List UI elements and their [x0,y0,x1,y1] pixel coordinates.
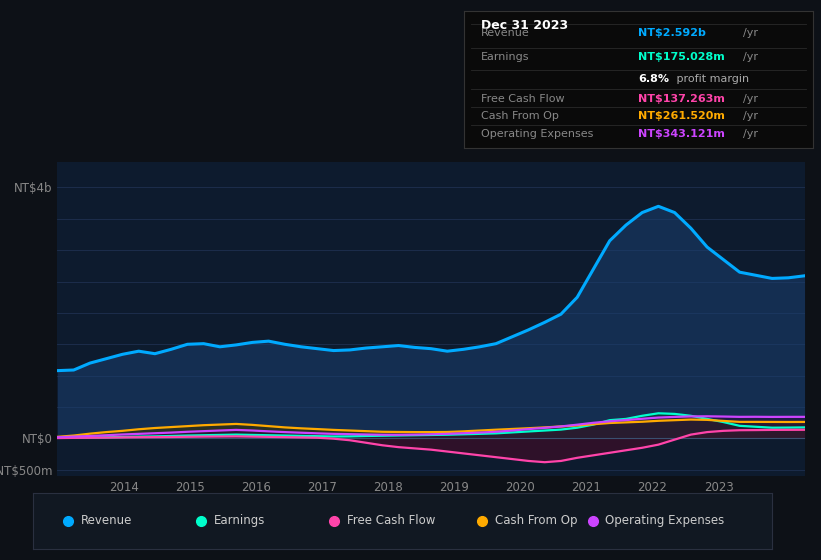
Text: Earnings: Earnings [213,514,265,528]
Text: NT$2.592b: NT$2.592b [639,27,706,38]
Text: NT$175.028m: NT$175.028m [639,53,725,62]
Text: Earnings: Earnings [481,53,530,62]
Text: NT$137.263m: NT$137.263m [639,94,725,104]
Text: Operating Expenses: Operating Expenses [481,129,594,139]
Text: /yr: /yr [743,129,758,139]
Text: Revenue: Revenue [80,514,132,528]
Text: /yr: /yr [743,27,758,38]
Text: NT$343.121m: NT$343.121m [639,129,725,139]
Text: NT$261.520m: NT$261.520m [639,111,725,122]
Text: 6.8%: 6.8% [639,74,669,85]
Text: Cash From Op: Cash From Op [481,111,559,122]
Text: /yr: /yr [743,53,758,62]
Text: /yr: /yr [743,111,758,122]
Text: Revenue: Revenue [481,27,530,38]
Text: Dec 31 2023: Dec 31 2023 [481,20,568,32]
Text: profit margin: profit margin [673,74,750,85]
Text: Free Cash Flow: Free Cash Flow [481,94,565,104]
Text: /yr: /yr [743,94,758,104]
Text: Cash From Op: Cash From Op [494,514,577,528]
Text: Operating Expenses: Operating Expenses [606,514,725,528]
Text: Free Cash Flow: Free Cash Flow [347,514,435,528]
